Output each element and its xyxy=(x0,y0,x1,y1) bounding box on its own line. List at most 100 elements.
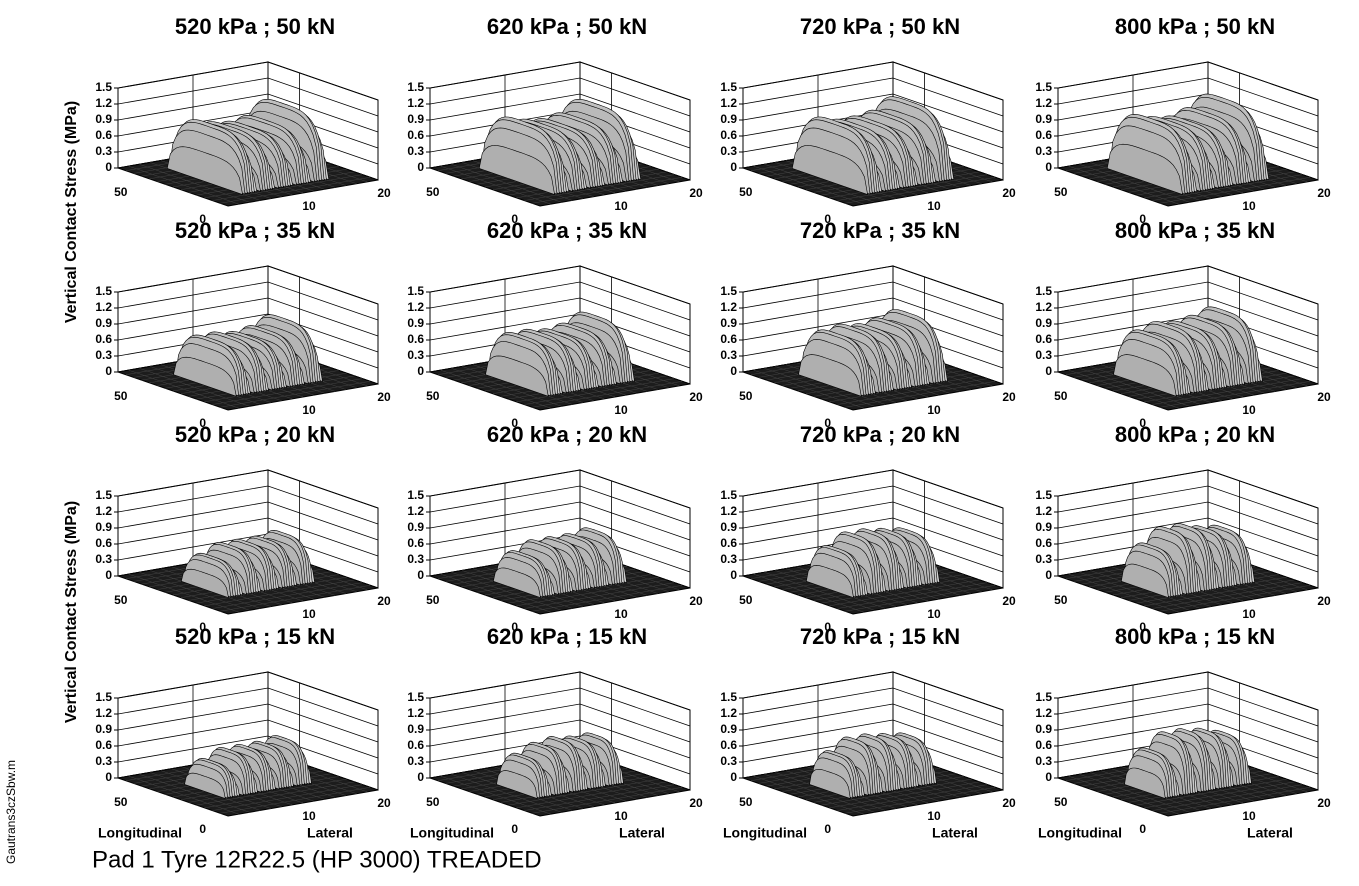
x-tick-label: 10 xyxy=(614,809,628,823)
y-tick-label: 0 xyxy=(199,620,206,634)
x-tick-label: 10 xyxy=(614,199,628,213)
z-tick-label: 0.3 xyxy=(720,552,737,566)
x-tick-label: 20 xyxy=(1002,796,1016,810)
x-tick-label: 10 xyxy=(927,403,941,417)
z-tick-label: 0 xyxy=(730,364,737,378)
surface-slice xyxy=(809,769,851,799)
z-tick-label: 0.6 xyxy=(95,738,112,752)
y-tick-label: 0 xyxy=(1139,620,1146,634)
chart-title: 800 kPa ; 50 kN xyxy=(1115,14,1275,39)
surface-slice xyxy=(805,564,854,599)
z-tick-label: 0.6 xyxy=(720,128,737,142)
y-axis-label: Longitudinal xyxy=(1038,825,1122,841)
chart-title: 620 kPa ; 20 kN xyxy=(487,422,647,447)
z-tick-label: 1.5 xyxy=(1035,690,1052,704)
surface-slice xyxy=(1120,563,1169,599)
surface-slice xyxy=(478,145,555,195)
x-axis-label: Lateral xyxy=(307,825,353,841)
y-tick-label: 50 xyxy=(114,389,128,403)
z-tick-label: 0.9 xyxy=(1035,112,1052,126)
panel: 720 kPa ; 15 kN00.30.60.91.21.51020050Lo… xyxy=(720,624,1016,841)
z-tick-label: 1.5 xyxy=(407,488,424,502)
z-tick-label: 0.6 xyxy=(1035,128,1052,142)
y-tick-label: 0 xyxy=(199,416,206,430)
y-tick-label: 50 xyxy=(1054,593,1068,607)
y-tick-label: 50 xyxy=(114,593,128,607)
z-tick-label: 1.2 xyxy=(1035,504,1052,518)
chart-title: 720 kPa ; 35 kN xyxy=(800,218,960,243)
y-tick-label: 50 xyxy=(426,593,440,607)
y-tick-label: 0 xyxy=(824,212,831,226)
x-tick-label: 20 xyxy=(1002,390,1016,404)
rib xyxy=(1106,113,1198,195)
z-tick-label: 0 xyxy=(1045,160,1052,174)
x-tick-label: 10 xyxy=(614,607,628,621)
chart-title: 620 kPa ; 15 kN xyxy=(487,624,647,649)
z-tick-label: 1.2 xyxy=(407,300,424,314)
y-tick-label: 50 xyxy=(426,185,440,199)
z-tick-label: 0.9 xyxy=(95,520,112,534)
z-tick-label: 0.9 xyxy=(95,112,112,126)
z-tick-label: 0.3 xyxy=(95,552,112,566)
y-tick-label: 0 xyxy=(511,212,518,226)
rib xyxy=(166,119,258,195)
z-tick-label: 1.2 xyxy=(720,96,737,110)
z-tick-label: 0 xyxy=(417,568,424,582)
rib xyxy=(173,334,251,397)
rib xyxy=(180,552,244,599)
x-tick-label: 20 xyxy=(689,594,703,608)
surface-slice xyxy=(180,568,229,599)
z-tick-label: 1.2 xyxy=(720,504,737,518)
rib xyxy=(798,329,876,397)
z-tick-label: 1.5 xyxy=(95,488,112,502)
y-tick-label: 50 xyxy=(426,389,440,403)
z-tick-label: 1.2 xyxy=(1035,300,1052,314)
z-tick-label: 0 xyxy=(1045,568,1052,582)
z-tick-label: 0.6 xyxy=(407,738,424,752)
z-tick-label: 1.5 xyxy=(95,284,112,298)
y-tick-label: 50 xyxy=(1054,389,1068,403)
z-tick-label: 0.9 xyxy=(720,316,737,330)
y-tick-label: 0 xyxy=(511,822,518,836)
z-tick-label: 0.9 xyxy=(407,112,424,126)
y-tick-label: 0 xyxy=(1139,212,1146,226)
surface-slice xyxy=(492,567,541,599)
z-tick-label: 1.2 xyxy=(95,706,112,720)
z-tick-label: 1.2 xyxy=(720,706,737,720)
rib xyxy=(478,116,570,195)
y-tick-label: 50 xyxy=(1054,185,1068,199)
x-tick-label: 10 xyxy=(302,607,316,621)
y-tick-label: 50 xyxy=(739,593,753,607)
z-tick-label: 0 xyxy=(1045,364,1052,378)
y-tick-label: 0 xyxy=(199,212,206,226)
y-tick-label: 50 xyxy=(114,795,128,809)
y-tick-label: 0 xyxy=(511,620,518,634)
z-tick-label: 0.9 xyxy=(95,316,112,330)
surface-slice xyxy=(1124,767,1166,799)
chart-title: 800 kPa ; 15 kN xyxy=(1115,624,1275,649)
x-tick-label: 20 xyxy=(1317,594,1331,608)
rib xyxy=(184,757,240,799)
chart-title: 520 kPa ; 50 kN xyxy=(175,14,335,39)
panel: 800 kPa ; 15 kN00.30.60.91.21.51020050Lo… xyxy=(1035,624,1331,841)
x-tick-label: 10 xyxy=(927,607,941,621)
z-axis-label: Vertical Contact Stress (MPa) xyxy=(63,101,80,323)
panel: 520 kPa ; 15 kN00.30.60.91.21.51020050Lo… xyxy=(95,624,391,841)
x-tick-label: 10 xyxy=(302,199,316,213)
z-tick-label: 1.2 xyxy=(407,96,424,110)
chart-title: 620 kPa ; 35 kN xyxy=(487,218,647,243)
z-tick-label: 0.3 xyxy=(1035,144,1052,158)
x-axis-label: Lateral xyxy=(932,825,978,841)
z-tick-label: 0.3 xyxy=(720,144,737,158)
y-axis-label: Longitudinal xyxy=(723,825,807,841)
z-tick-label: 0.6 xyxy=(95,128,112,142)
z-tick-label: 1.2 xyxy=(95,504,112,518)
z-tick-label: 1.5 xyxy=(407,690,424,704)
z-tick-label: 0.6 xyxy=(1035,332,1052,346)
x-tick-label: 20 xyxy=(377,796,391,810)
